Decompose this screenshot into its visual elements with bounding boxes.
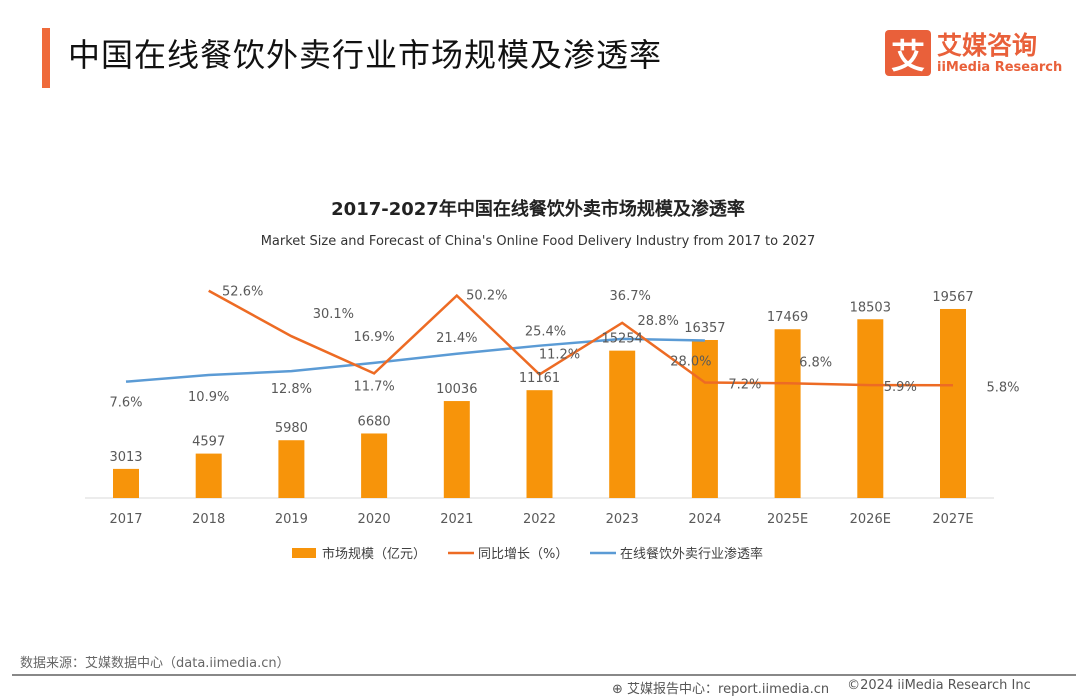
growth-label-2024: 7.2% (728, 377, 761, 392)
penetration-label-2017: 7.6% (109, 396, 142, 411)
penetration-label-2021: 21.4% (436, 331, 477, 346)
x-tick-2027E: 2027E (932, 512, 973, 527)
title-accent-bar (42, 28, 50, 88)
logo-mark: 艾 (885, 30, 931, 77)
bar-label-2018: 4597 (192, 435, 225, 450)
growth-label-2022: 11.2% (539, 347, 580, 362)
logo-en: iiMedia Research (937, 59, 1063, 75)
copyright: ©2024 iiMedia Research Inc (847, 678, 1031, 693)
penetration-label-2023: 28.8% (638, 314, 679, 329)
x-tick-2017: 2017 (109, 512, 142, 527)
bar-label-2019: 5980 (275, 421, 308, 436)
x-tick-2022: 2022 (523, 512, 556, 527)
growth-label-2018: 52.6% (222, 285, 263, 300)
page-title: 中国在线餐饮外卖行业市场规模及渗透率 (68, 36, 663, 74)
penetration-label-2024: 28.0% (670, 354, 711, 369)
growth-label-2019: 30.1% (313, 307, 354, 322)
growth-label-2027E: 5.8% (986, 380, 1019, 395)
growth-label-2026E: 5.9% (884, 380, 917, 395)
legend-label-2: 在线餐饮外卖行业渗透率 (620, 546, 763, 562)
penetration-label-2019: 12.8% (271, 382, 312, 397)
growth-label-2023: 36.7% (610, 289, 651, 304)
x-tick-2023: 2023 (606, 512, 639, 527)
bar-label-2025E: 17469 (767, 310, 808, 325)
legend-swatch-market-size (292, 548, 316, 558)
bar-label-2023: 15254 (602, 332, 643, 347)
bar-label-2024: 16357 (684, 321, 725, 336)
iimedia-logo: 艾 艾媒咨询 iiMedia Research (885, 30, 1063, 77)
bar-2025E (774, 329, 801, 498)
growth-label-2025E: 6.8% (799, 355, 832, 370)
footer-divider (12, 674, 1076, 676)
x-tick-2026E: 2026E (850, 512, 891, 527)
bar-2022 (526, 390, 553, 498)
x-tick-2025E: 2025E (767, 512, 808, 527)
bar-2024 (691, 339, 718, 498)
bar-2020 (361, 433, 388, 498)
bar-2021 (443, 401, 470, 498)
logo-cn: 艾媒咨询 (937, 30, 1038, 60)
bar-label-2026E: 18503 (850, 300, 891, 315)
bar-label-2027E: 19567 (932, 290, 973, 305)
x-tick-2024: 2024 (688, 512, 721, 527)
penetration-label-2022: 25.4% (525, 325, 566, 340)
penetration-line (125, 337, 705, 383)
bar-2017 (113, 468, 139, 498)
bar-label-2017: 3013 (109, 450, 142, 465)
chart-title: 2017-2027年中国在线餐饮外卖市场规模及渗透率 (331, 198, 745, 220)
growth-label-2021: 50.2% (466, 289, 507, 304)
footer: ⊕ 艾媒报告中心：report.iimedia.cn ©2024 iiMedia… (612, 678, 1031, 697)
bar-2027E (940, 308, 966, 498)
legend-label-0: 市场规模（亿元） (322, 546, 426, 562)
penetration-label-2018: 10.9% (188, 390, 229, 405)
x-tick-2018: 2018 (192, 512, 225, 527)
bar-label-2022: 11161 (519, 371, 560, 386)
bar-2018 (195, 453, 222, 498)
x-tick-2020: 2020 (358, 512, 391, 527)
bar-label-2020: 6680 (358, 414, 391, 429)
x-tick-2019: 2019 (275, 512, 308, 527)
bar-2026E (857, 319, 884, 498)
bar-2023 (609, 350, 636, 498)
growth-label-2020: 11.7% (353, 379, 394, 394)
bar-label-2021: 10036 (436, 382, 477, 397)
report-link[interactable]: 艾媒报告中心：report.iimedia.cn (627, 682, 830, 697)
bar-2019 (278, 440, 305, 498)
report-icon: ⊕ (612, 682, 623, 697)
growth-line (208, 289, 954, 387)
legend-label-1: 同比增长（%） (478, 547, 568, 562)
chart-subtitle: Market Size and Forecast of China's Onli… (261, 234, 816, 249)
penetration-label-2020: 16.9% (353, 330, 394, 345)
data-source: 数据来源：艾媒数据中心（data.iimedia.cn） (20, 656, 290, 671)
x-tick-2021: 2021 (440, 512, 473, 527)
